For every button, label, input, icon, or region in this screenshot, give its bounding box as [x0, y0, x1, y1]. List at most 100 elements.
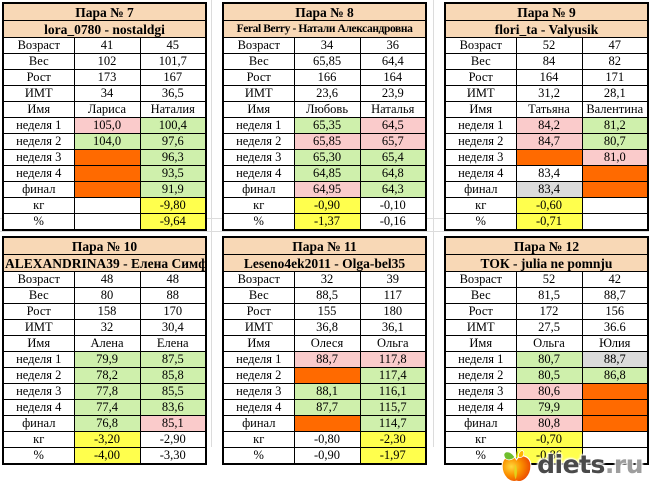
- cell-person1[interactable]: 173: [73, 69, 141, 86]
- cell-person1[interactable]: 65,85: [293, 133, 361, 150]
- cell-person2[interactable]: 115,7: [359, 399, 427, 416]
- cell-person2[interactable]: 85,5: [139, 383, 207, 400]
- cell-person2[interactable]: 97,6: [139, 133, 207, 150]
- cell-person2[interactable]: 167: [139, 69, 207, 86]
- cell-person2[interactable]: 101,7: [139, 53, 207, 70]
- cell-person1[interactable]: [293, 367, 361, 384]
- cell-person2[interactable]: 48: [139, 271, 207, 288]
- cell-person1[interactable]: 84,2: [515, 117, 583, 134]
- cell-person2[interactable]: 117,8: [359, 351, 427, 368]
- cell-person1[interactable]: 88,7: [293, 351, 361, 368]
- cell-person1[interactable]: 32: [73, 319, 141, 336]
- cell-person1[interactable]: [293, 415, 361, 432]
- cell-person2[interactable]: 82: [581, 53, 649, 70]
- cell-person1[interactable]: 84,7: [515, 133, 583, 150]
- cell-person2[interactable]: 117: [359, 287, 427, 304]
- cell-person2[interactable]: 88: [139, 287, 207, 304]
- cell-person2[interactable]: 85,8: [139, 367, 207, 384]
- cell-person2[interactable]: 180: [359, 303, 427, 320]
- cell-person1[interactable]: 77,8: [73, 383, 141, 400]
- cell-person1[interactable]: 34: [73, 85, 141, 102]
- cell-person1[interactable]: 36,8: [293, 319, 361, 336]
- cell-person1[interactable]: 166: [293, 69, 361, 86]
- cell-person2[interactable]: 88,7: [581, 287, 649, 304]
- cell-person2[interactable]: 91,9: [139, 181, 207, 198]
- cell-person2[interactable]: 36,1: [359, 319, 427, 336]
- cell-person1[interactable]: [73, 181, 141, 198]
- cell-person2[interactable]: 64,8: [359, 165, 427, 182]
- cell-person1[interactable]: 83,4: [515, 181, 583, 198]
- cell-person2[interactable]: 164: [359, 69, 427, 86]
- cell-person1[interactable]: 158: [73, 303, 141, 320]
- cell-person1[interactable]: 23,6: [293, 85, 361, 102]
- cell-person1[interactable]: 80: [73, 287, 141, 304]
- cell-person2[interactable]: -3,30: [139, 447, 207, 465]
- cell-person2[interactable]: 30,4: [139, 319, 207, 336]
- cell-person2[interactable]: 65,7: [359, 133, 427, 150]
- cell-person1[interactable]: -0,86: [515, 447, 583, 465]
- cell-person1[interactable]: 64,85: [293, 165, 361, 182]
- cell-person2[interactable]: 28,1: [581, 85, 649, 102]
- cell-person1[interactable]: 172: [515, 303, 583, 320]
- cell-person1[interactable]: 27,5: [515, 319, 583, 336]
- cell-person1[interactable]: -4,00: [73, 447, 141, 465]
- cell-person2[interactable]: -1,97: [359, 447, 427, 465]
- cell-person2[interactable]: -2,30: [359, 431, 427, 448]
- cell-person1[interactable]: 65,35: [293, 117, 361, 134]
- cell-person1[interactable]: Лариса: [73, 101, 141, 118]
- cell-person2[interactable]: [581, 431, 649, 448]
- cell-person1[interactable]: 88,5: [293, 287, 361, 304]
- cell-person2[interactable]: 80,7: [581, 133, 649, 150]
- cell-person1[interactable]: -0,70: [515, 431, 583, 448]
- cell-person1[interactable]: 31,2: [515, 85, 583, 102]
- cell-person2[interactable]: [581, 399, 649, 416]
- cell-person1[interactable]: -0,90: [293, 447, 361, 465]
- cell-person1[interactable]: Любовь: [293, 101, 361, 118]
- cell-person1[interactable]: 52: [515, 271, 583, 288]
- cell-person2[interactable]: 39: [359, 271, 427, 288]
- cell-person1[interactable]: -3,20: [73, 431, 141, 448]
- cell-person2[interactable]: 64,5: [359, 117, 427, 134]
- cell-person1[interactable]: -0,60: [515, 197, 583, 214]
- cell-person2[interactable]: 36.6: [581, 319, 649, 336]
- cell-person2[interactable]: 23,9: [359, 85, 427, 102]
- cell-person2[interactable]: [581, 415, 649, 432]
- cell-person1[interactable]: 84: [515, 53, 583, 70]
- cell-person2[interactable]: 64,3: [359, 181, 427, 198]
- cell-person2[interactable]: 86,8: [581, 367, 649, 384]
- cell-person1[interactable]: -0,80: [293, 431, 361, 448]
- cell-person2[interactable]: Юлия: [581, 335, 649, 352]
- cell-person2[interactable]: -9,80: [139, 197, 207, 214]
- cell-person2[interactable]: [581, 165, 649, 182]
- cell-person2[interactable]: 85,1: [139, 415, 207, 432]
- cell-person1[interactable]: 83,4: [515, 165, 583, 182]
- cell-person2[interactable]: -0,10: [359, 197, 427, 214]
- cell-person1[interactable]: 80,5: [515, 367, 583, 384]
- cell-person1[interactable]: [73, 197, 141, 214]
- cell-person1[interactable]: 76,8: [73, 415, 141, 432]
- cell-person2[interactable]: 114,7: [359, 415, 427, 432]
- cell-person1[interactable]: 80,7: [515, 351, 583, 368]
- cell-person1[interactable]: 77,4: [73, 399, 141, 416]
- cell-person1[interactable]: [73, 165, 141, 182]
- cell-person2[interactable]: -2,90: [139, 431, 207, 448]
- cell-person2[interactable]: Елена: [139, 335, 207, 352]
- cell-person2[interactable]: 65,4: [359, 149, 427, 166]
- cell-person2[interactable]: 42: [581, 271, 649, 288]
- cell-person2[interactable]: Валентина: [581, 101, 649, 118]
- cell-person2[interactable]: Наталья: [359, 101, 427, 118]
- cell-person1[interactable]: 155: [293, 303, 361, 320]
- cell-person1[interactable]: Алена: [73, 335, 141, 352]
- cell-person2[interactable]: 81,2: [581, 117, 649, 134]
- cell-person2[interactable]: 64,4: [359, 53, 427, 70]
- cell-person1[interactable]: 80,8: [515, 415, 583, 432]
- cell-person2[interactable]: 116,1: [359, 383, 427, 400]
- cell-person1[interactable]: [73, 149, 141, 166]
- cell-person1[interactable]: 88,1: [293, 383, 361, 400]
- cell-person2[interactable]: [581, 383, 649, 400]
- cell-person2[interactable]: 81,0: [581, 149, 649, 166]
- cell-person1[interactable]: 41: [73, 37, 141, 54]
- cell-person2[interactable]: 45: [139, 37, 207, 54]
- cell-person1[interactable]: 164: [515, 69, 583, 86]
- cell-person1[interactable]: 65,85: [293, 53, 361, 70]
